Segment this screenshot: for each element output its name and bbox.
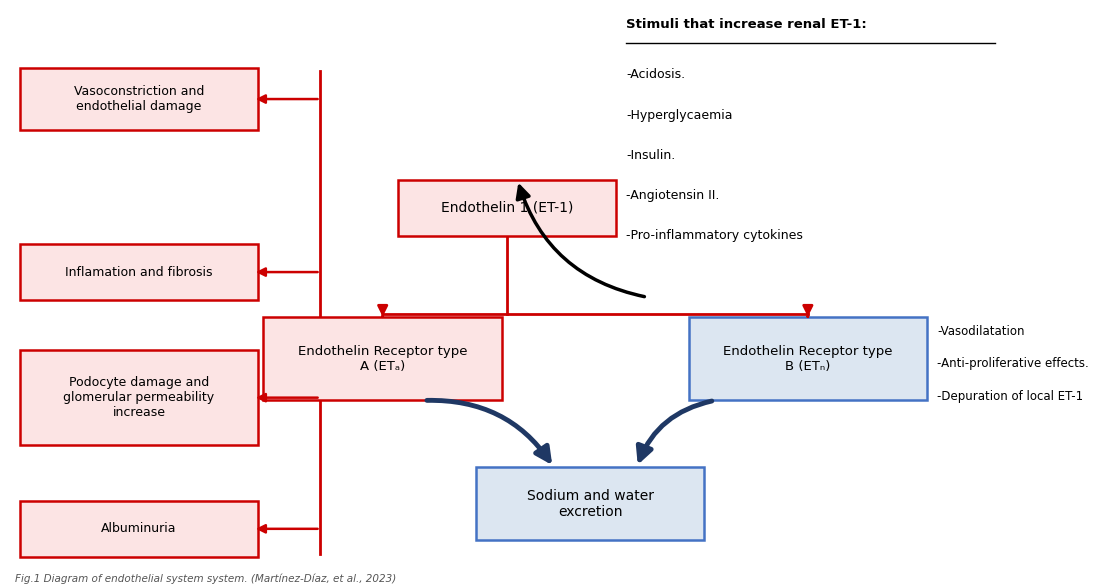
FancyBboxPatch shape — [263, 316, 502, 400]
FancyBboxPatch shape — [20, 69, 258, 130]
Text: Endothelin Receptor type
A (ETₐ): Endothelin Receptor type A (ETₐ) — [298, 345, 468, 373]
Text: Albuminuria: Albuminuria — [101, 522, 177, 536]
Text: -Hyperglycaemia: -Hyperglycaemia — [627, 108, 733, 121]
Text: Endothelin Receptor type
B (ETₙ): Endothelin Receptor type B (ETₙ) — [723, 345, 892, 373]
Text: -Acidosis.: -Acidosis. — [627, 69, 685, 81]
Text: -Insulin.: -Insulin. — [627, 149, 675, 162]
FancyBboxPatch shape — [20, 501, 258, 557]
Text: -Anti-proliferative effects.: -Anti-proliferative effects. — [938, 357, 1089, 370]
Text: Stimuli that increase renal ET-1:: Stimuli that increase renal ET-1: — [627, 18, 867, 31]
FancyBboxPatch shape — [20, 350, 258, 445]
Text: -Depuration of local ET-1: -Depuration of local ET-1 — [938, 390, 1083, 403]
FancyBboxPatch shape — [476, 468, 704, 540]
FancyBboxPatch shape — [398, 180, 615, 236]
Text: Sodium and water
excretion: Sodium and water excretion — [527, 489, 653, 519]
Text: Inflamation and fibrosis: Inflamation and fibrosis — [66, 265, 212, 278]
Text: Fig.1 Diagram of endothelial system system. (Martínez-Díaz, et al., 2023): Fig.1 Diagram of endothelial system syst… — [14, 574, 396, 584]
Text: -Vasodilatation: -Vasodilatation — [938, 325, 1025, 338]
Text: -Pro-inflammatory cytokines: -Pro-inflammatory cytokines — [627, 229, 803, 242]
FancyBboxPatch shape — [20, 244, 258, 300]
Text: Podocyte damage and
glomerular permeability
increase: Podocyte damage and glomerular permeabil… — [63, 376, 214, 419]
Text: -Angiotensin II.: -Angiotensin II. — [627, 189, 720, 202]
Text: Endothelin 1 (ET-1): Endothelin 1 (ET-1) — [441, 201, 573, 215]
Text: Vasoconstriction and
endothelial damage: Vasoconstriction and endothelial damage — [73, 85, 204, 113]
FancyBboxPatch shape — [689, 316, 927, 400]
